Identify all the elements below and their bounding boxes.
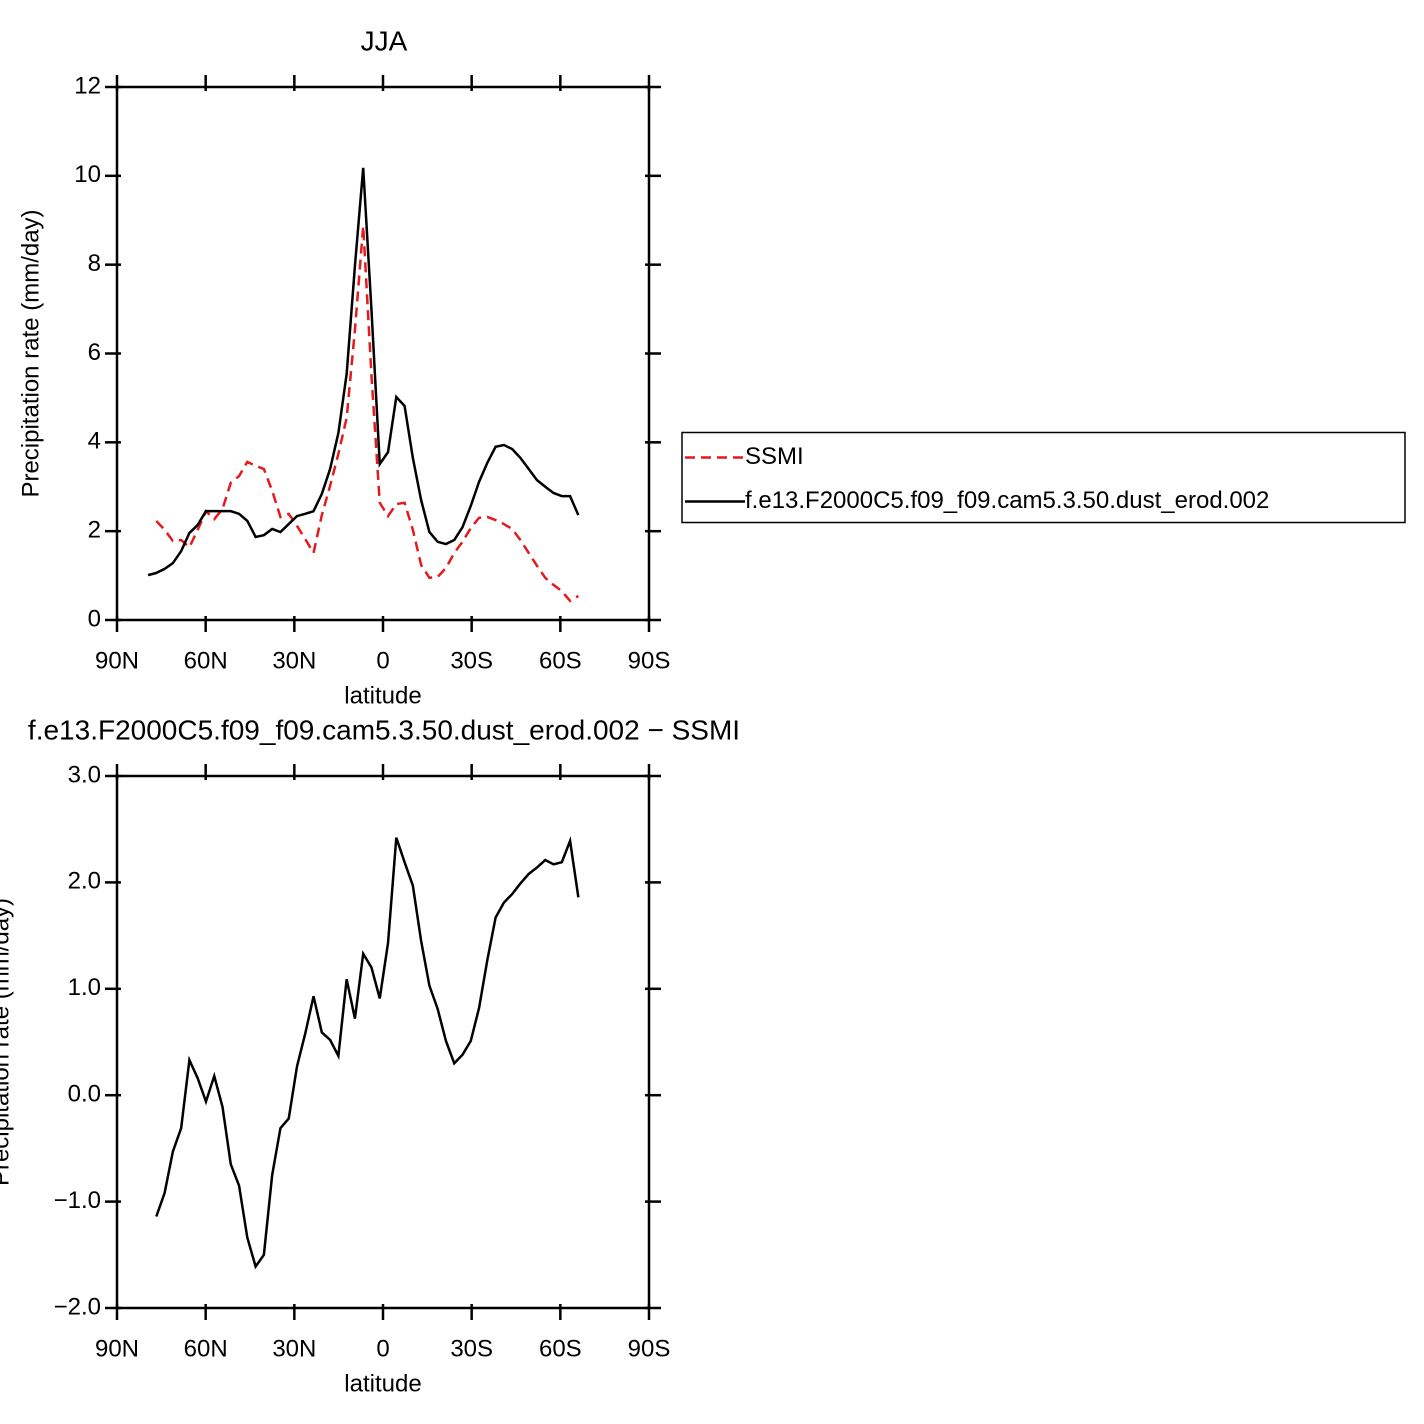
x-tick-label: 30S (450, 647, 493, 674)
plot-frame (115, 85, 651, 622)
y-tick-label: 0 (88, 605, 101, 632)
x-tick-label: 0 (376, 1335, 389, 1362)
x-tick-label: 30N (272, 1335, 316, 1362)
data-line (147, 167, 580, 577)
chart-title: f.e13.F2000C5.f09_f09.cam5.3.50.dust_ero… (28, 714, 740, 745)
x-tick-label: 60N (184, 1335, 228, 1362)
y-axis-label: Precipitation rate (mm/day) (0, 898, 14, 1186)
x-tick-label: 90N (95, 647, 139, 674)
x-tick-label: 60S (539, 647, 582, 674)
y-tick-label: −2.0 (54, 1293, 101, 1320)
x-tick-label: 0 (376, 647, 389, 674)
y-tick-label: 2.0 (68, 868, 101, 895)
y-tick-label: −1.0 (54, 1187, 101, 1214)
x-tick-label: 90N (95, 1335, 139, 1362)
y-tick-label: 2 (88, 517, 101, 544)
x-tick-label: 30S (450, 1335, 493, 1362)
y-tick-label: 0.0 (68, 1081, 101, 1108)
x-tick-label: 30N (272, 647, 316, 674)
legend-box (681, 431, 1406, 524)
y-tick-label: 4 (88, 428, 101, 455)
x-tick-label: 60N (184, 647, 228, 674)
data-line (155, 836, 580, 1270)
plot-frame (115, 774, 651, 1310)
legend: SSMI f.e13.F2000C5.f09_f09.cam5.3.50.dust… (681, 431, 1406, 524)
y-tick-label: 10 (74, 161, 101, 188)
x-tick-label: 90S (628, 647, 671, 674)
x-tick-label: 60S (539, 1335, 582, 1362)
data-line (155, 225, 579, 603)
y-tick-label: 1.0 (68, 974, 101, 1001)
x-axis-label: latitude (344, 682, 421, 709)
y-tick-label: 6 (88, 339, 101, 366)
legend-label: SSMI (745, 443, 804, 470)
x-tick-label: 90S (628, 1335, 671, 1362)
y-tick-label: 8 (88, 250, 101, 277)
y-axis-label: Precipitation rate (mm/day) (17, 209, 44, 497)
legend-label: f.e13.F2000C5.f09_f09.cam5.3.50.dust_ero… (745, 487, 1269, 514)
chart-title: JJA (361, 25, 408, 56)
x-axis-label: latitude (344, 1370, 421, 1397)
y-tick-label: 3.0 (68, 761, 101, 788)
y-tick-label: 12 (74, 72, 101, 99)
